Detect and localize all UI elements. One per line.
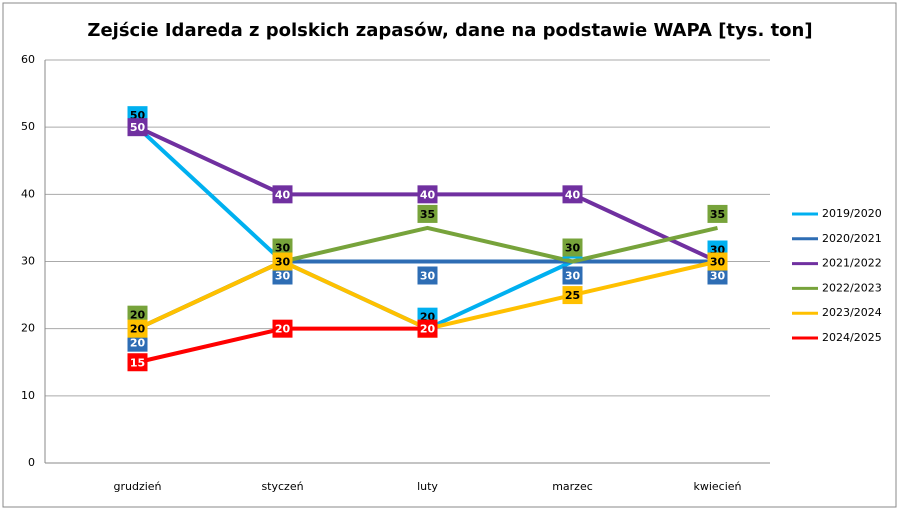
label-box bbox=[707, 252, 728, 271]
data-label: 40 bbox=[420, 188, 436, 201]
label-box bbox=[417, 185, 438, 204]
y-tick-label: 0 bbox=[28, 456, 35, 469]
label-box bbox=[272, 266, 293, 285]
label-box bbox=[127, 305, 148, 324]
y-tick-label: 10 bbox=[21, 389, 35, 402]
data-label: 30 bbox=[275, 270, 291, 283]
y-tick-label: 30 bbox=[21, 255, 35, 268]
data-label: 35 bbox=[420, 208, 435, 221]
data-label: 35 bbox=[710, 208, 725, 221]
data-label: 20 bbox=[420, 323, 436, 336]
label-box bbox=[272, 319, 293, 338]
data-label: 30 bbox=[565, 242, 581, 255]
data-label: 20 bbox=[275, 323, 291, 336]
label-box bbox=[127, 353, 148, 372]
data-label: 30 bbox=[565, 270, 581, 283]
label-box bbox=[707, 204, 728, 223]
legend-label: 2019/2020 bbox=[822, 207, 882, 220]
label-box bbox=[417, 319, 438, 338]
label-box bbox=[562, 286, 583, 305]
legend-label: 2021/2022 bbox=[822, 257, 882, 270]
y-tick-label: 60 bbox=[21, 53, 35, 66]
legend-label: 2023/2024 bbox=[822, 306, 882, 319]
label-box bbox=[272, 185, 293, 204]
data-label: 40 bbox=[275, 188, 291, 201]
data-label: 30 bbox=[275, 242, 291, 255]
label-box bbox=[707, 266, 728, 285]
x-tick-label: marzec bbox=[552, 480, 593, 493]
data-label: 25 bbox=[565, 289, 580, 302]
y-tick-label: 40 bbox=[21, 187, 35, 200]
data-label: 30 bbox=[710, 270, 726, 283]
data-label: 20 bbox=[130, 323, 146, 336]
data-label: 40 bbox=[565, 188, 581, 201]
legend-label: 2020/2021 bbox=[822, 232, 882, 245]
chart-title: Zejście Idareda z polskich zapasów, dane… bbox=[87, 20, 812, 41]
label-box bbox=[417, 204, 438, 223]
y-tick-label: 20 bbox=[21, 322, 35, 335]
x-tick-label: kwiecień bbox=[693, 480, 741, 493]
data-label: 30 bbox=[710, 256, 726, 269]
label-box bbox=[272, 252, 293, 271]
legend-label: 2024/2025 bbox=[822, 331, 882, 344]
x-tick-label: styczeń bbox=[261, 480, 303, 493]
label-box bbox=[272, 238, 293, 257]
label-box bbox=[127, 333, 148, 352]
data-label: 30 bbox=[420, 270, 436, 283]
label-box bbox=[127, 118, 148, 137]
label-box bbox=[127, 319, 148, 338]
label-box bbox=[562, 266, 583, 285]
data-label: 20 bbox=[130, 337, 146, 350]
label-box bbox=[562, 238, 583, 257]
label-box bbox=[417, 266, 438, 285]
x-tick-label: grudzień bbox=[113, 480, 161, 493]
data-label: 20 bbox=[130, 309, 146, 322]
data-label: 50 bbox=[130, 121, 146, 134]
label-box bbox=[562, 185, 583, 204]
x-tick-label: luty bbox=[417, 480, 438, 493]
data-label: 15 bbox=[130, 356, 145, 369]
legend-label: 2022/2023 bbox=[822, 281, 882, 294]
y-tick-label: 50 bbox=[21, 120, 35, 133]
data-label: 30 bbox=[275, 256, 291, 269]
